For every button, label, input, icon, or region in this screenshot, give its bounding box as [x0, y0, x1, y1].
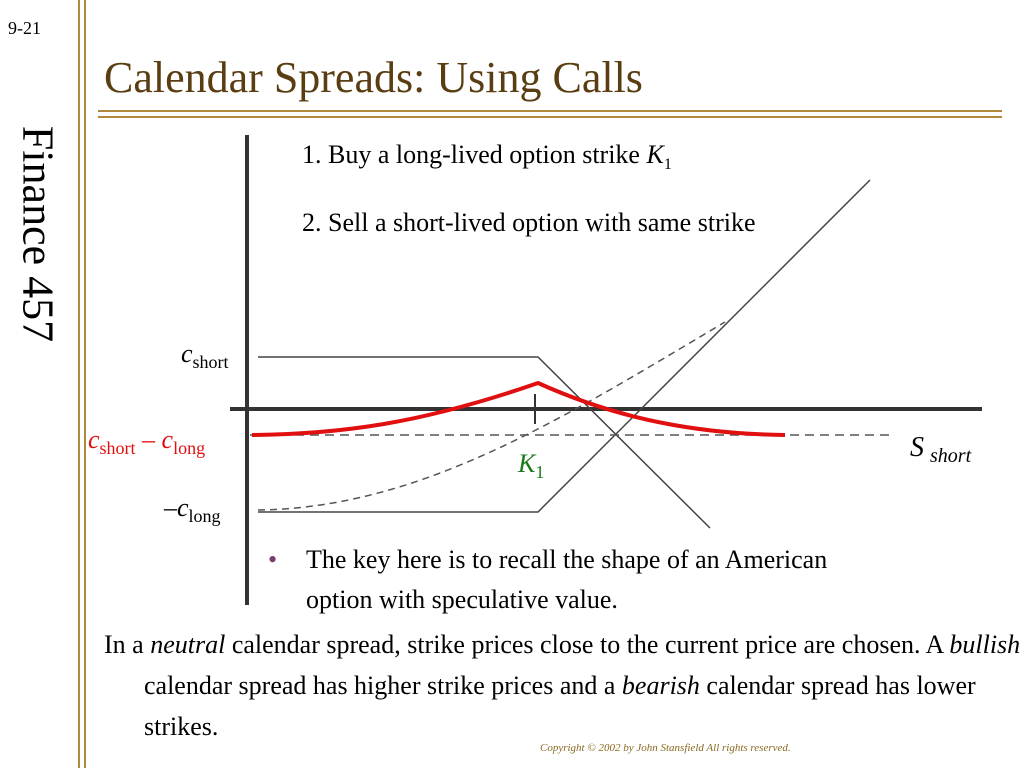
bullet-point: • The key here is to recall the shape of…	[268, 540, 968, 620]
title-rule-top	[98, 110, 1002, 112]
para-text-2: calendar spread, strike prices close to …	[225, 630, 950, 659]
para-text-3: calendar spread has higher strike prices…	[144, 671, 622, 700]
step-1: 1. Buy a long-lived option strike K1	[302, 140, 672, 174]
spread-value-label: cshort – clong	[88, 425, 205, 458]
slide-number: 9-21	[8, 18, 41, 38]
para-text-4: calendar spread has lower strikes.	[144, 671, 976, 741]
copyright-notice: Copyright © 2002 by John Stansfield All …	[540, 742, 791, 754]
strike-label: K1	[517, 449, 544, 482]
step-2: 2. Sell a short-lived option with same s…	[302, 208, 756, 237]
para-bullish: bullish	[949, 630, 1021, 659]
bullet-marker: •	[268, 545, 278, 574]
left-vertical-rule	[78, 0, 80, 768]
spread-payoff-curve	[251, 380, 786, 437]
c-short-label: cshort	[181, 339, 229, 372]
step-1-strike-sub: 1	[663, 156, 672, 174]
para-neutral: neutral	[150, 630, 226, 659]
short-call-line	[258, 356, 711, 529]
para-bearish: bearish	[621, 671, 700, 700]
long-call-value-curve	[257, 321, 726, 511]
bullet-text: The key here is to recall the shape of a…	[306, 545, 828, 614]
title-rule-bottom	[98, 116, 1002, 118]
para-text-1: In a	[104, 630, 151, 659]
explanation-paragraph: In a neutral calendar spread, strike pri…	[104, 624, 1024, 747]
step-1-text: 1. Buy a long-lived option strike	[302, 140, 647, 169]
left-vertical-rule-2	[84, 0, 86, 768]
step-1-strike-var: K	[646, 140, 664, 169]
long-call-line	[258, 179, 871, 513]
c-long-label: –clong	[163, 493, 221, 526]
slide-title: Calendar Spreads: Using Calls	[104, 53, 643, 102]
